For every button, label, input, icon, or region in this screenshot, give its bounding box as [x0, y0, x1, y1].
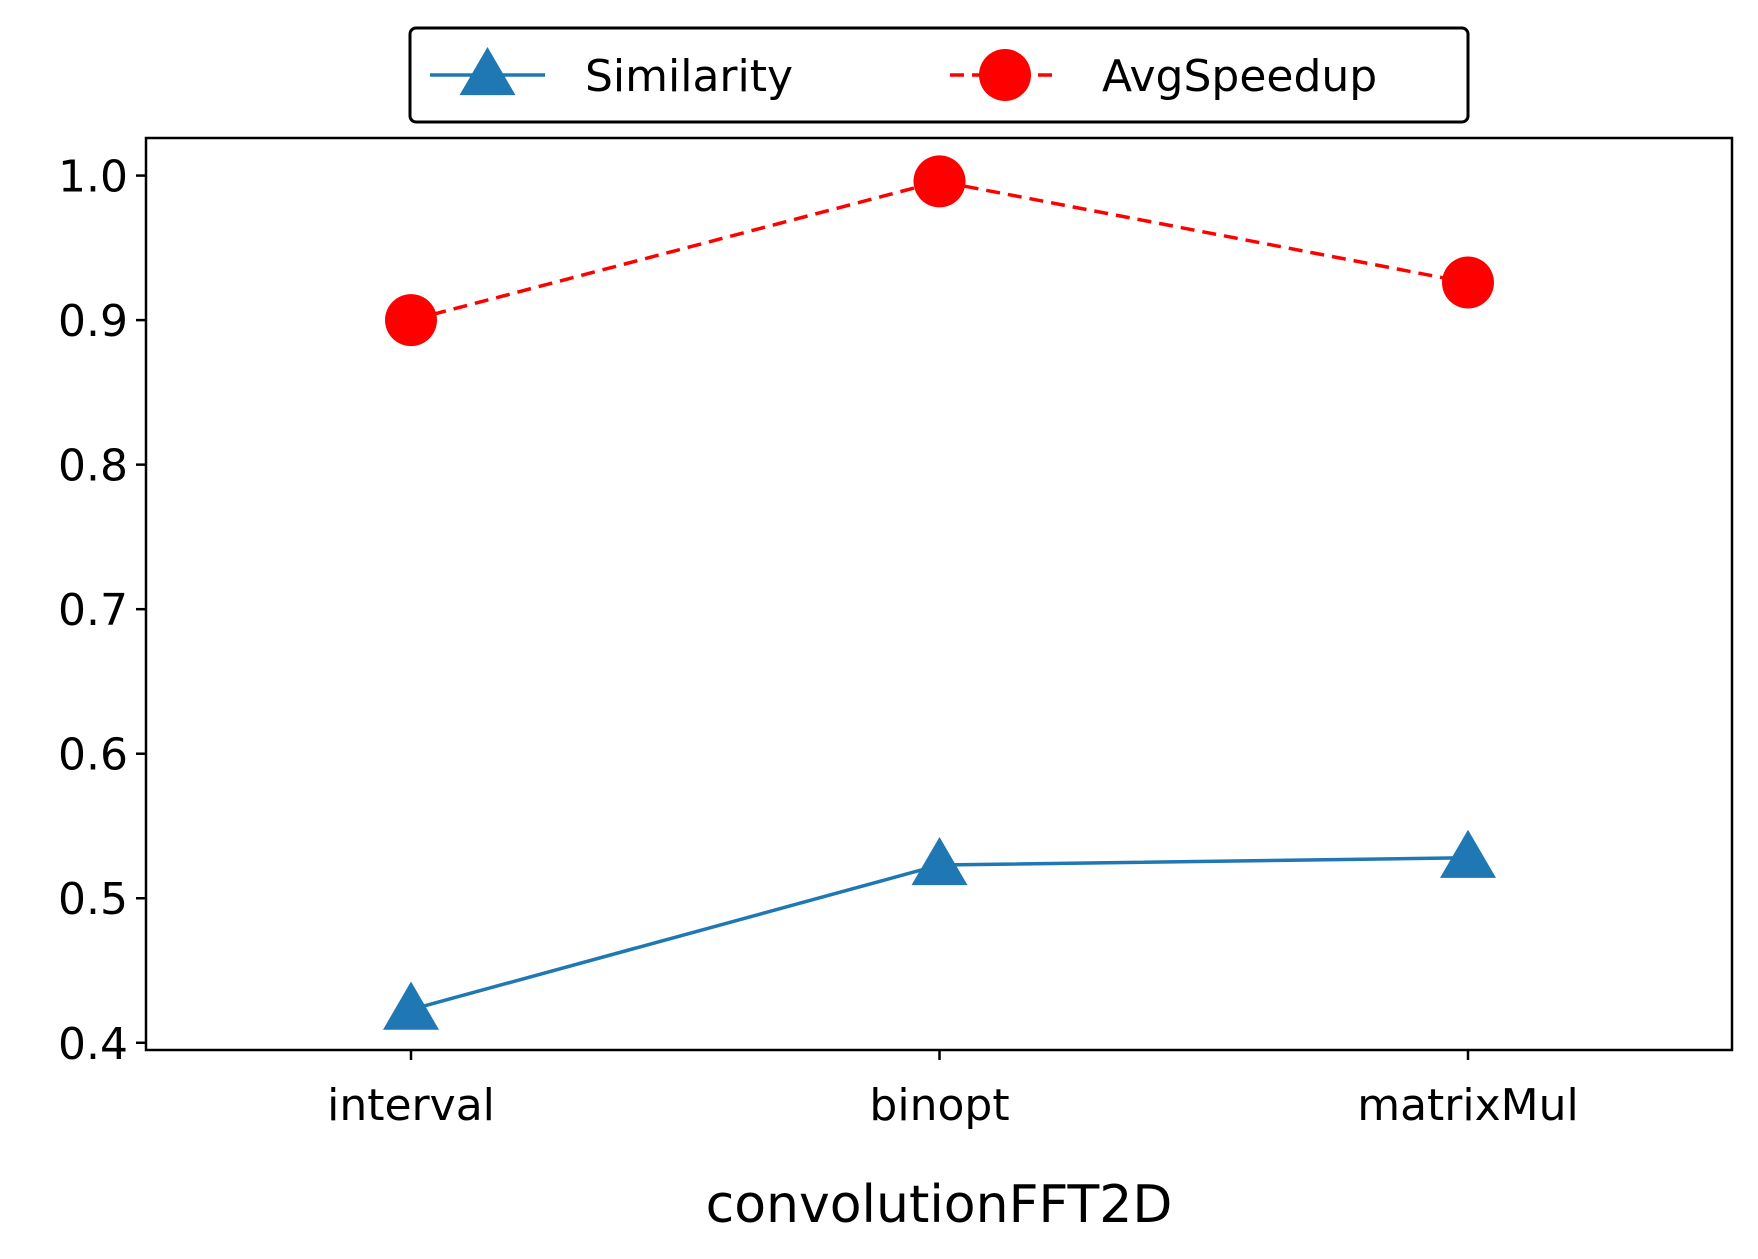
x-tick-label: matrixMul [1357, 1080, 1579, 1131]
y-tick-label: 0.6 [58, 730, 128, 781]
x-tick-label: binopt [869, 1080, 1009, 1131]
legend-label-avgspeedup: AvgSpeedup [1102, 51, 1377, 102]
y-tick-label: 0.5 [58, 874, 128, 925]
y-tick-label: 0.9 [58, 296, 128, 347]
legend-frame [408, 26, 1470, 124]
y-tick-label: 0.7 [58, 585, 128, 636]
legend-entry-similarity: Similarity [430, 47, 793, 102]
series-similarity [383, 829, 1496, 1030]
y-tick-label: 0.8 [58, 441, 128, 492]
data-point-similarity [911, 836, 968, 886]
y-tick-label: 0.4 [58, 1019, 128, 1070]
data-point-similarity [1440, 829, 1496, 878]
x-axis: interval binopt matrixMul [327, 1050, 1579, 1131]
legend-entry-avgspeedup: AvgSpeedup [950, 49, 1377, 102]
legend-marker-avgspeedup [979, 49, 1031, 101]
plot-area [144, 136, 1734, 1052]
data-point-avgspeedup [913, 155, 966, 208]
data-point-similarity [383, 981, 439, 1030]
data-point-avgspeedup [385, 294, 437, 347]
x-axis-label: convolutionFFT2D [706, 1175, 1173, 1235]
legend: Similarity AvgSpeedup [408, 26, 1470, 124]
legend-label-similarity: Similarity [585, 51, 793, 102]
series-line-avgspeedup [410, 179, 1469, 322]
y-tick-label: 1.0 [58, 152, 128, 203]
series-avgspeedup [385, 155, 1494, 347]
series-layer [383, 155, 1496, 1030]
y-axis: 0.4 0.5 0.6 0.7 0.8 0.9 1.0 [58, 152, 146, 1070]
legend-marker-similarity [459, 47, 516, 96]
plot-frame [144, 136, 1734, 1052]
x-tick-label: interval [327, 1080, 495, 1131]
data-point-avgspeedup [1442, 256, 1494, 309]
